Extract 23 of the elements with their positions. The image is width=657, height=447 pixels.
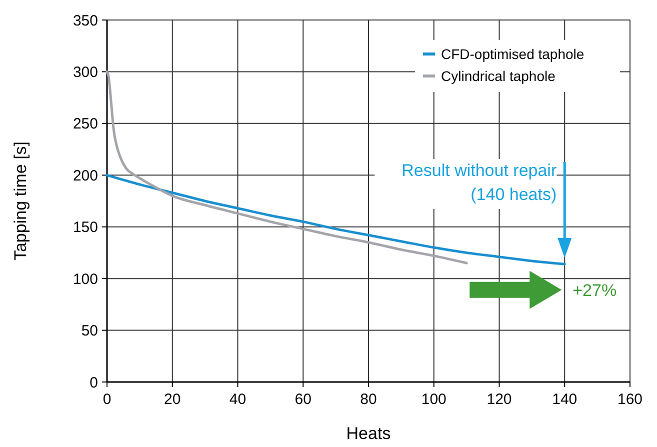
y-tick-label: 100 (72, 270, 98, 288)
y-tick-label: 350 (72, 12, 98, 30)
y-tick-label: 50 (81, 322, 98, 340)
y-tick-label: 300 (72, 64, 98, 81)
x-tick-label: 140 (552, 391, 578, 408)
y-tick-label: 200 (72, 167, 98, 184)
y-tick-label: 0 (90, 374, 98, 392)
x-tick-label: 40 (229, 391, 246, 408)
x-tick-label: 0 (102, 391, 112, 408)
annotation: Result without repair (140 heats) (402, 160, 557, 204)
y-tick-label: 150 (72, 219, 98, 236)
legend-label: CFD-optimised taphole (441, 46, 584, 62)
x-tick-label: 80 (360, 391, 377, 408)
x-tick-label: 160 (617, 391, 643, 408)
y-tick-label: 250 (72, 116, 98, 133)
x-axis-title: Heats (346, 424, 391, 443)
legend-label: Cylindrical taphole (441, 68, 556, 84)
x-tick-label: 60 (294, 391, 312, 408)
annotation: +27% (572, 280, 617, 300)
x-tick-label: 120 (486, 391, 512, 408)
x-tick-label: 100 (421, 391, 446, 408)
x-tick-label: 20 (164, 391, 181, 408)
y-axis-title: Tapping time [s] (11, 141, 30, 261)
